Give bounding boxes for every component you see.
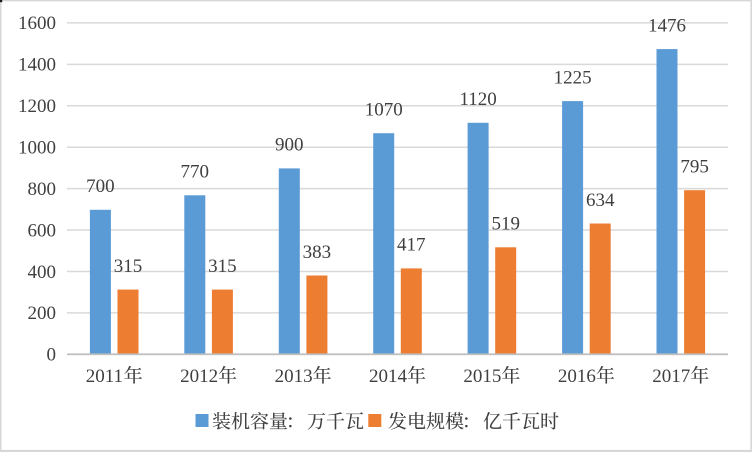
- svg-text:800: 800: [28, 179, 57, 200]
- svg-text:2016: 2016: [558, 366, 596, 387]
- svg-text:2013: 2013: [275, 366, 313, 387]
- svg-text:0: 0: [47, 345, 57, 366]
- svg-text:634: 634: [586, 190, 615, 211]
- svg-text:383: 383: [303, 242, 332, 263]
- svg-text:2017: 2017: [652, 366, 690, 387]
- svg-text:519: 519: [491, 214, 520, 235]
- svg-text:2014: 2014: [369, 366, 408, 387]
- svg-text:1070: 1070: [365, 100, 403, 121]
- svg-text:2011: 2011: [86, 366, 123, 387]
- svg-text:315: 315: [208, 256, 237, 277]
- svg-text:200: 200: [28, 303, 57, 324]
- svg-text:1225: 1225: [554, 67, 592, 88]
- svg-text:1200: 1200: [18, 96, 56, 117]
- svg-text:1476: 1476: [648, 15, 686, 36]
- svg-text:2015: 2015: [463, 366, 501, 387]
- svg-text:400: 400: [28, 262, 57, 283]
- svg-text:600: 600: [28, 220, 57, 241]
- svg-text:770: 770: [181, 162, 210, 183]
- svg-text:700: 700: [86, 176, 115, 197]
- svg-text:1400: 1400: [18, 55, 56, 76]
- svg-text:2012: 2012: [180, 366, 218, 387]
- svg-text:417: 417: [397, 235, 426, 256]
- svg-text:315: 315: [114, 256, 143, 277]
- svg-text:795: 795: [680, 157, 709, 178]
- svg-text:1000: 1000: [18, 138, 56, 159]
- svg-text:1600: 1600: [18, 13, 56, 34]
- svg-text:900: 900: [275, 135, 304, 156]
- svg-text:1120: 1120: [459, 89, 496, 110]
